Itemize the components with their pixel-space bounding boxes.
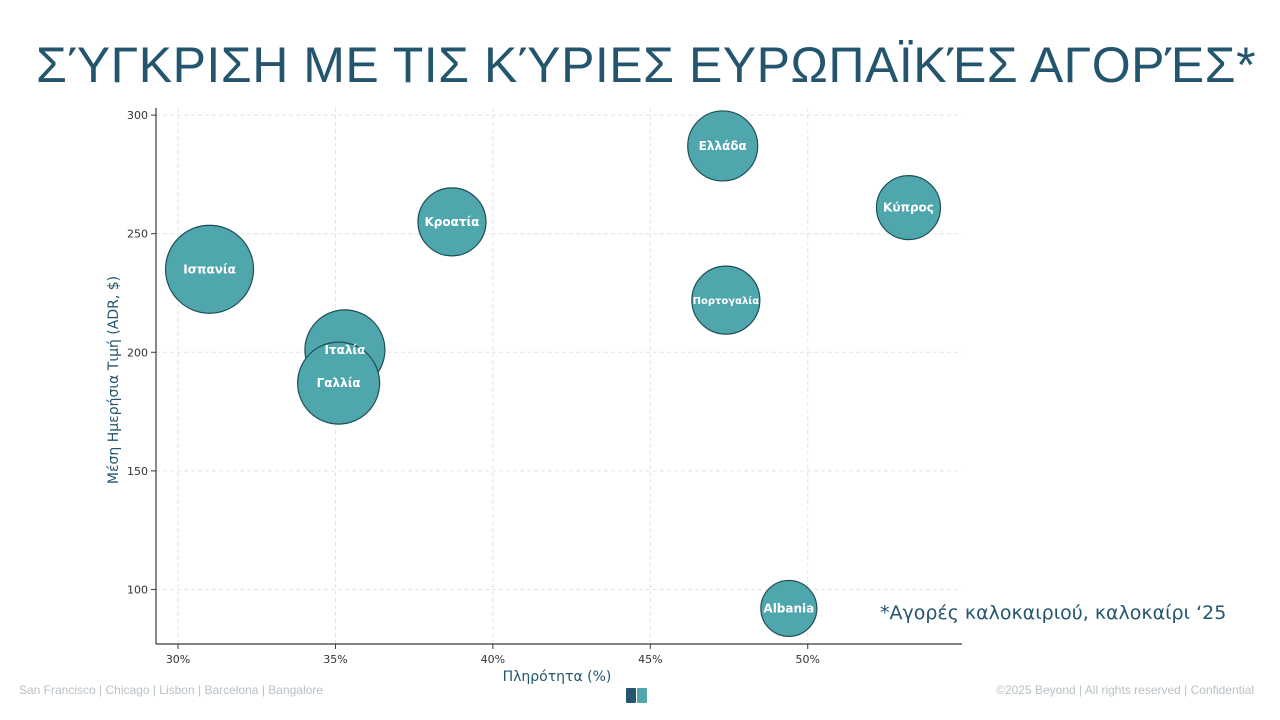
footer-copyright: ©2025 Beyond | All rights reserved | Con… bbox=[996, 683, 1254, 697]
bubble bbox=[164, 224, 255, 314]
logo-bar-dark bbox=[626, 688, 636, 703]
bubble-label: Κύπρος bbox=[883, 201, 934, 215]
y-tick-label: 150 bbox=[127, 465, 148, 478]
bubble bbox=[691, 265, 761, 335]
x-tick-label: 35% bbox=[323, 653, 347, 666]
bubble-label: Albania bbox=[763, 601, 814, 615]
x-tick-label: 40% bbox=[481, 653, 505, 666]
y-tick-label: 250 bbox=[127, 228, 148, 241]
bubble bbox=[760, 579, 818, 638]
logo-bar-light bbox=[637, 688, 647, 703]
footer-offices: San Francisco | Chicago | Lisbon | Barce… bbox=[19, 683, 323, 697]
x-tick-label: 50% bbox=[796, 653, 820, 666]
bubble-label: Ιταλία bbox=[324, 343, 365, 357]
y-tick-label: 300 bbox=[127, 109, 148, 122]
x-axis-label: Πληρότητα (%) bbox=[503, 669, 612, 685]
page-title: ΣΎΓΚΡΙΣΗ ΜΕ ΤΙΣ ΚΎΡΙΕΣ ΕΥΡΩΠΑΪΚΈΣ ΑΓΟΡΈΣ… bbox=[36, 37, 1257, 93]
bubble-label: Ισπανία bbox=[183, 262, 236, 276]
chart-footnote: *Αγορές καλοκαιριού, καλοκαίρι ‘25 bbox=[880, 602, 1227, 624]
bubble bbox=[297, 341, 381, 425]
bubble-label: Γαλλία bbox=[317, 376, 361, 390]
x-tick-label: 30% bbox=[166, 653, 190, 666]
bubble-label: Κροατία bbox=[424, 215, 479, 229]
x-tick-label: 45% bbox=[638, 653, 662, 666]
y-axis-label: Μέση Ημερήσια Τιμή (ADR, $) bbox=[106, 276, 122, 484]
y-tick-label: 100 bbox=[127, 583, 148, 596]
bubble bbox=[417, 187, 487, 257]
bubble bbox=[687, 110, 759, 182]
y-tick-label: 200 bbox=[127, 346, 148, 359]
beyond-logo-icon bbox=[626, 688, 648, 703]
bubble-label: Πορτογαλία bbox=[693, 295, 760, 307]
bubble bbox=[875, 175, 942, 241]
bubble-label: Ελλάδα bbox=[699, 139, 747, 153]
